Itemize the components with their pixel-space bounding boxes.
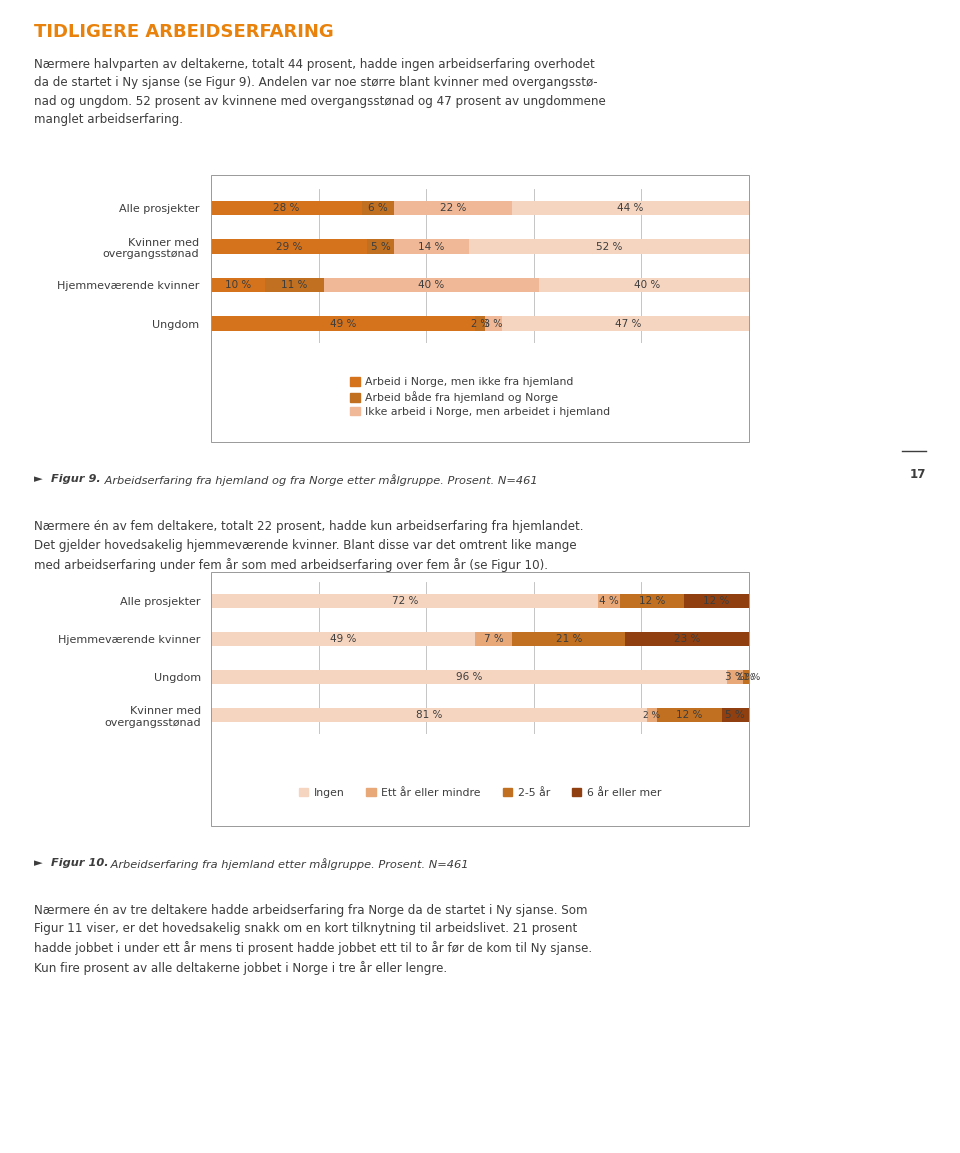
Text: 5 %: 5 % — [726, 710, 745, 721]
Bar — [625, 632, 749, 647]
Text: 72 %: 72 % — [392, 596, 418, 606]
Text: 11 %: 11 % — [281, 280, 308, 291]
Text: Figur 10.: Figur 10. — [51, 858, 108, 868]
Bar — [598, 594, 620, 609]
Text: 22 %: 22 % — [440, 203, 467, 213]
Text: 47 %: 47 % — [614, 318, 641, 329]
Text: 12 %: 12 % — [704, 596, 730, 606]
Bar — [684, 594, 749, 609]
Text: 21 %: 21 % — [556, 634, 582, 645]
Text: 2 %: 2 % — [643, 710, 660, 719]
Text: 44 %: 44 % — [617, 203, 644, 213]
Text: 14 %: 14 % — [419, 241, 444, 251]
Bar — [394, 201, 513, 216]
Text: 49 %: 49 % — [329, 318, 356, 329]
Text: 17: 17 — [910, 468, 926, 481]
Bar — [474, 632, 513, 647]
Text: 96 %: 96 % — [456, 672, 483, 683]
Text: 28 %: 28 % — [274, 203, 300, 213]
Bar — [474, 316, 486, 331]
Text: 81 %: 81 % — [416, 710, 443, 721]
Text: 52 %: 52 % — [596, 241, 622, 251]
Text: Nærmere halvparten av deltakerne, totalt 44 prosent, hadde ingen arbeidserfaring: Nærmere halvparten av deltakerne, totalt… — [34, 58, 606, 126]
Text: 29 %: 29 % — [276, 241, 302, 251]
Bar — [513, 201, 749, 216]
Text: 4 %: 4 % — [599, 596, 619, 606]
Bar — [486, 316, 501, 331]
Text: 6 %: 6 % — [368, 203, 388, 213]
Text: 12 %: 12 % — [638, 596, 665, 606]
Bar — [540, 278, 755, 293]
Bar — [211, 632, 474, 647]
Bar — [367, 239, 394, 254]
Bar — [211, 670, 728, 685]
Legend: Ingen, Ett år eller mindre, 2-5 år, 6 år eller mer: Ingen, Ett år eller mindre, 2-5 år, 6 år… — [299, 787, 661, 798]
Text: ►: ► — [34, 858, 46, 868]
Bar — [211, 316, 474, 331]
Bar — [743, 670, 749, 685]
Legend: Arbeid i Norge, men ikke fra hjemland, Arbeid både fra hjemland og Norge, Ikke a: Arbeid i Norge, men ikke fra hjemland, A… — [349, 377, 611, 417]
Bar — [501, 316, 755, 331]
Bar — [211, 708, 647, 723]
Text: 40 %: 40 % — [419, 280, 444, 291]
Bar — [722, 708, 749, 723]
Bar — [469, 239, 749, 254]
Bar — [362, 201, 394, 216]
Bar — [647, 708, 658, 723]
Bar — [620, 594, 684, 609]
Text: 49 %: 49 % — [329, 634, 356, 645]
Bar — [749, 670, 755, 685]
Text: Nærmere én av tre deltakere hadde arbeidserfaring fra Norge da de startet i Ny s: Nærmere én av tre deltakere hadde arbeid… — [34, 904, 591, 975]
Text: 10 %: 10 % — [225, 280, 252, 291]
Text: 12 %: 12 % — [677, 710, 703, 721]
Text: 3 %: 3 % — [484, 318, 503, 329]
Bar — [324, 278, 540, 293]
Text: ►: ► — [34, 474, 46, 484]
Bar — [728, 670, 743, 685]
Text: TIDLIGERE ARBEIDSERFARING: TIDLIGERE ARBEIDSERFARING — [34, 23, 333, 42]
Text: 23 %: 23 % — [674, 634, 700, 645]
Bar — [211, 278, 265, 293]
Bar — [211, 239, 367, 254]
Bar — [211, 201, 362, 216]
Text: 5 %: 5 % — [371, 241, 391, 251]
Text: 1 %: 1 % — [737, 672, 755, 681]
Text: 40 %: 40 % — [634, 280, 660, 291]
Text: 3 %: 3 % — [726, 672, 745, 683]
Text: Arbeidserfaring fra hjemland etter målgruppe. Prosent. N=461: Arbeidserfaring fra hjemland etter målgr… — [107, 858, 468, 869]
Text: Figur 9.: Figur 9. — [51, 474, 101, 484]
Text: 2 %: 2 % — [470, 318, 490, 329]
Text: Nærmere én av fem deltakere, totalt 22 prosent, hadde kun arbeidserfaring fra hj: Nærmere én av fem deltakere, totalt 22 p… — [34, 520, 583, 572]
Bar — [211, 594, 598, 609]
Bar — [394, 239, 469, 254]
Text: 1 %: 1 % — [743, 672, 760, 681]
Text: 7 %: 7 % — [484, 634, 503, 645]
Bar — [513, 632, 625, 647]
Text: Arbeidserfaring fra hjemland og fra Norge etter målgruppe. Prosent. N=461: Arbeidserfaring fra hjemland og fra Norg… — [101, 474, 538, 485]
Bar — [265, 278, 324, 293]
Bar — [658, 708, 722, 723]
